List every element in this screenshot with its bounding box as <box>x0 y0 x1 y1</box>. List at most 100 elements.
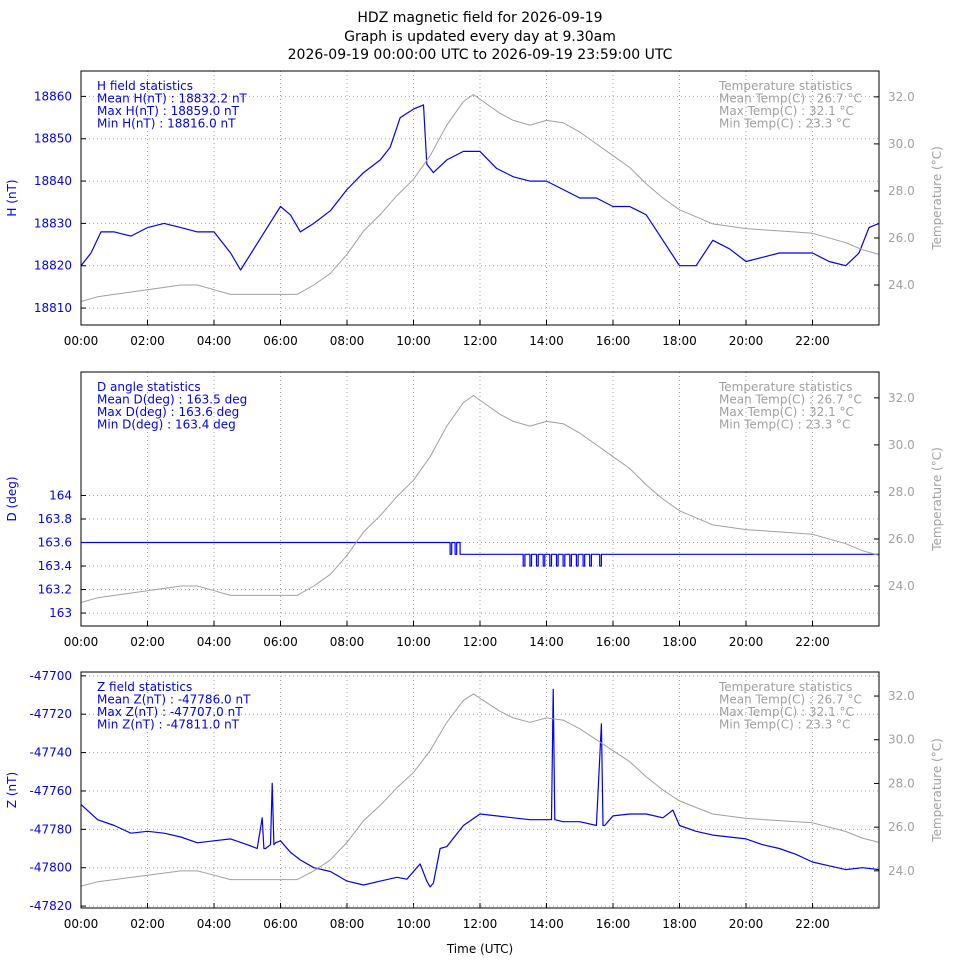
panel-2: 00:00 02:00 04:00 06:00 08:00 10:00 12:00 14:00… <box>5 371 944 649</box>
x-tick-label: 04:00 <box>197 635 232 649</box>
x-tick-label: 22:00 <box>795 334 830 348</box>
x-tick-label: 06:00 <box>263 635 298 649</box>
plot-frame <box>80 671 880 909</box>
x-tick-label: 14:00 <box>529 334 564 348</box>
x-tick-label: 12:00 <box>463 917 498 931</box>
field-stats-line: Mean D(deg) : 163.5 deg <box>97 393 247 407</box>
chart-title-line-1: HDZ magnetic field for 2026-09-19 <box>357 10 602 26</box>
x-tick-label: 16:00 <box>596 917 631 931</box>
x-tick-label: 04:00 <box>197 917 232 931</box>
y2-tick-label: 28.0 <box>888 184 915 198</box>
x-tick-label: 14:00 <box>529 917 564 931</box>
field-stats-line: Min Z(nT) : -47811.0 nT <box>97 718 240 732</box>
field-stats-line: Max D(deg) : 163.6 deg <box>97 405 239 419</box>
field-stats-line: Mean H(nT) : 18832.2 nT <box>97 92 248 106</box>
y-tick-label: 164 <box>49 488 72 502</box>
field-series-line <box>81 541 879 567</box>
field-series-line <box>80 688 880 888</box>
chart-title-line-2: Graph is updated every day at 9.30am <box>344 29 616 45</box>
chart-title-line-3: 2026-09-19 00:00:00 UTC to 2026-09-19 23… <box>288 47 673 63</box>
y2-tick-label: 28.0 <box>888 776 915 790</box>
x-tick-label: 00:00 <box>64 635 99 649</box>
plot-frame <box>80 371 880 627</box>
x-tick-label: 18:00 <box>662 334 697 348</box>
temperature-stats-line: Temperature statistics <box>718 680 852 694</box>
y2-axis-label: Temperature (°C) <box>930 447 944 552</box>
y-tick-label: -47700 <box>29 669 72 683</box>
panel-1: 00:00 02:00 04:00 06:00 08:00 10:00 12:00 14:00… <box>5 70 944 348</box>
field-stats-line: Max H(nT) : 18859.0 nT <box>97 104 240 118</box>
y2-tick-label: 26.0 <box>888 820 915 834</box>
field-stats-line: Z field statistics <box>97 680 192 694</box>
x-tick-label: 02:00 <box>130 635 165 649</box>
y-tick-label: 163.4 <box>38 559 72 573</box>
temperature-series-line <box>80 395 880 603</box>
y-tick-label: -47800 <box>29 861 72 875</box>
x-tick-label: 18:00 <box>662 635 697 649</box>
y-tick-label: 163 <box>49 606 72 620</box>
temperature-stats-line: Max Temp(C) : 32.1 °C <box>719 405 854 419</box>
y-tick-label: -47720 <box>29 707 72 721</box>
field-stats-line: Min H(nT) : 18816.0 nT <box>97 117 236 131</box>
temperature-stats-line: Temperature statistics <box>718 79 852 93</box>
y-tick-label: 18840 <box>34 174 72 188</box>
x-tick-label: 22:00 <box>795 635 830 649</box>
x-tick-label: 12:00 <box>463 635 498 649</box>
x-tick-label: 06:00 <box>263 917 298 931</box>
y-axis-label: Z (nT) <box>5 772 19 808</box>
x-tick-label: 16:00 <box>596 334 631 348</box>
x-tick-label: 12:00 <box>463 334 498 348</box>
temperature-stats-line: Mean Temp(C) : 26.7 °C <box>719 393 862 407</box>
y2-tick-label: 30.0 <box>888 137 915 151</box>
y2-tick-label: 30.0 <box>888 438 915 452</box>
y2-tick-label: 32.0 <box>888 90 915 104</box>
y2-tick-label: 32.0 <box>888 689 915 703</box>
x-tick-label: 08:00 <box>330 334 365 348</box>
y-tick-label: 18820 <box>34 259 72 273</box>
x-tick-label: 06:00 <box>263 334 298 348</box>
y2-tick-label: 32.0 <box>888 391 915 405</box>
y-tick-label: 163.2 <box>38 583 72 597</box>
field-stats-line: D angle statistics <box>97 380 201 394</box>
x-tick-label: 20:00 <box>729 334 764 348</box>
x-tick-label: 00:00 <box>64 917 99 931</box>
x-tick-label: 02:00 <box>130 334 165 348</box>
y-axis-label: D (deg) <box>5 476 19 521</box>
x-tick-label: 22:00 <box>795 917 830 931</box>
panel-3: 00:00 02:00 04:00 06:00 08:00 10:00 12:00 14:00… <box>5 669 944 931</box>
chart-panels: 00:00 02:00 04:00 06:00 08:00 10:00 12:00 14:00… <box>5 70 944 931</box>
temperature-stats-line: Min Temp(C) : 23.3 °C <box>719 117 850 131</box>
x-tick-label: 18:00 <box>662 917 697 931</box>
y2-tick-label: 24.0 <box>888 579 915 593</box>
field-series-line <box>80 104 880 271</box>
y2-tick-label: 30.0 <box>888 733 915 747</box>
x-tick-label: 20:00 <box>729 635 764 649</box>
y-tick-label: 18830 <box>34 216 72 230</box>
y-tick-label: 18850 <box>34 132 72 146</box>
x-tick-label: 08:00 <box>330 917 365 931</box>
temperature-stats-line: Min Temp(C) : 23.3 °C <box>719 418 850 432</box>
y2-axis-label: Temperature (°C) <box>930 738 944 843</box>
field-stats-line: H field statistics <box>97 79 193 93</box>
temperature-stats-line: Min Temp(C) : 23.3 °C <box>719 718 850 732</box>
y-tick-label: 18860 <box>34 89 72 103</box>
x-tick-label: 00:00 <box>64 334 99 348</box>
field-stats-line: Min D(deg) : 163.4 deg <box>97 418 236 432</box>
y-tick-label: 163.6 <box>38 536 72 550</box>
x-tick-label: 16:00 <box>596 635 631 649</box>
x-axis-label: Time (UTC) <box>446 942 513 956</box>
y2-tick-label: 26.0 <box>888 231 915 245</box>
temperature-stats-line: Mean Temp(C) : 26.7 °C <box>719 92 862 106</box>
y2-tick-label: 24.0 <box>888 864 915 878</box>
temperature-stats-line: Max Temp(C) : 32.1 °C <box>719 104 854 118</box>
temperature-series-line <box>80 693 880 887</box>
temperature-stats-line: Mean Temp(C) : 26.7 °C <box>719 693 862 707</box>
y-tick-label: 18810 <box>34 301 72 315</box>
temperature-series-line <box>80 94 880 302</box>
x-tick-label: 08:00 <box>330 635 365 649</box>
temperature-stats-line: Max Temp(C) : 32.1 °C <box>719 705 854 719</box>
y-tick-label: -47820 <box>29 899 72 913</box>
x-tick-label: 10:00 <box>396 334 431 348</box>
y-axis-label: H (nT) <box>5 179 19 216</box>
